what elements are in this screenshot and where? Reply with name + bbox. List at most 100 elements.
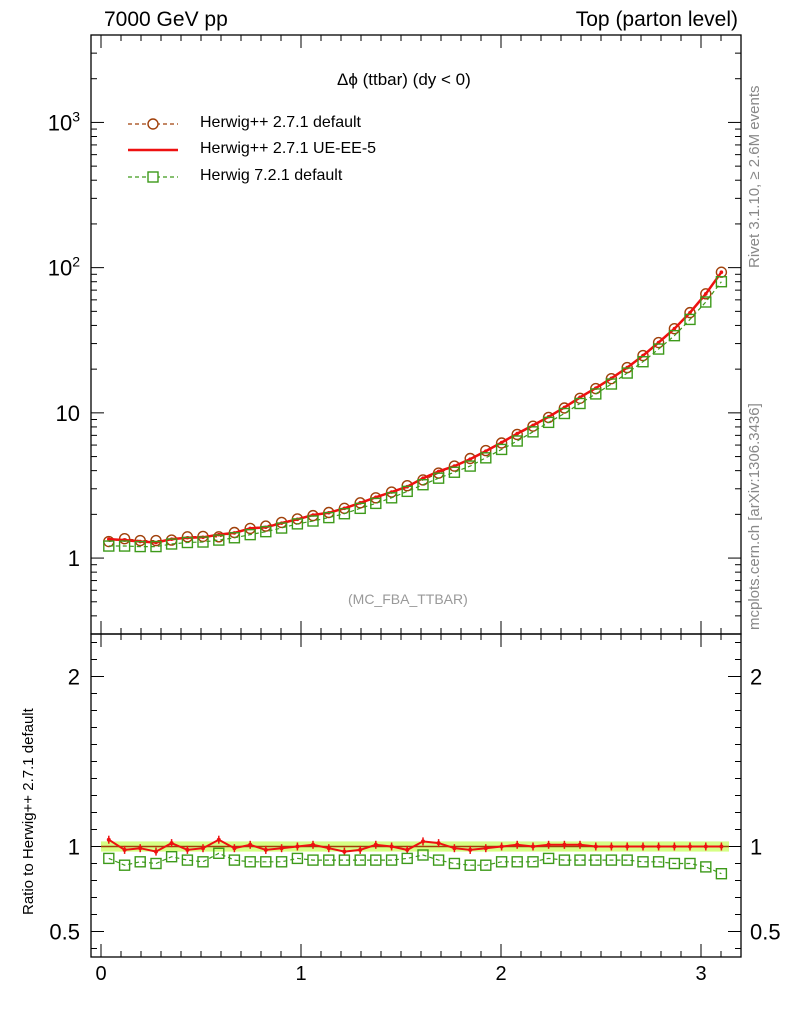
ratio-point <box>370 854 382 866</box>
ratio-point <box>228 854 241 866</box>
ratio-point <box>688 844 692 849</box>
ratio-line <box>108 838 722 853</box>
data-point <box>715 276 728 288</box>
ratio-point <box>625 844 630 849</box>
ratio-y-tick-label-right: 2 <box>750 665 762 690</box>
ratio-point <box>275 856 288 868</box>
data-point <box>637 349 649 362</box>
ratio-point <box>118 859 131 871</box>
ratio-point <box>326 846 331 851</box>
ratio-point <box>307 854 319 866</box>
data-point <box>499 440 504 445</box>
data-point <box>700 296 712 308</box>
data-point <box>652 336 665 349</box>
ratio-series-herwig7 <box>103 847 728 880</box>
ratio-point <box>405 847 410 852</box>
legend <box>128 118 178 183</box>
ratio-panel: 0 1 2 3 0.5 0.5 1 1 2 2 <box>49 633 781 985</box>
ratio-point <box>468 847 473 852</box>
data-point <box>291 518 304 530</box>
data-point <box>275 522 288 534</box>
ratio-point <box>122 847 127 852</box>
data-point <box>621 367 633 379</box>
data-point <box>432 472 445 484</box>
series-line <box>108 271 722 543</box>
data-point <box>370 497 382 510</box>
ratio-point <box>263 847 268 852</box>
ratio-line <box>108 852 722 875</box>
ratio-point <box>641 844 645 849</box>
legend-marker-herwig7 <box>147 171 159 183</box>
ratio-point <box>637 856 649 868</box>
data-point <box>107 537 111 541</box>
ratio-point <box>672 844 677 849</box>
data-point <box>668 329 681 342</box>
ratio-series-ue-ee5 <box>106 835 724 856</box>
ratio-point <box>700 861 712 873</box>
ratio-point <box>703 844 708 849</box>
data-point <box>150 540 162 553</box>
ratio-point <box>401 852 413 865</box>
ratio-point <box>480 859 492 871</box>
data-point <box>495 437 508 449</box>
ratio-point <box>138 846 143 851</box>
data-point <box>181 536 194 549</box>
ratio-point <box>311 842 315 847</box>
ratio-point <box>338 854 351 866</box>
ratio-point <box>421 839 425 844</box>
ratio-y-tick-label-right: 0.5 <box>750 920 781 945</box>
ratio-point <box>574 854 586 866</box>
ratio-point <box>542 852 555 865</box>
data-point <box>542 416 555 429</box>
data-point <box>244 528 256 541</box>
ratio-point <box>354 854 366 866</box>
data-point <box>464 460 476 472</box>
series-line <box>108 271 723 544</box>
ratio-point <box>499 844 504 849</box>
ratio-point <box>232 846 237 851</box>
ratio-point <box>432 854 445 866</box>
data-point <box>527 420 539 432</box>
ratio-point <box>150 857 162 870</box>
series-herwig7 <box>103 276 728 553</box>
data-point <box>307 515 319 527</box>
ratio-point <box>452 846 457 851</box>
ratio-point <box>213 847 225 859</box>
data-point <box>590 388 602 400</box>
x-tick-label: 1 <box>295 963 306 985</box>
main-frame <box>90 34 742 635</box>
ratio-point <box>590 854 602 866</box>
ratio-frame <box>90 633 742 958</box>
ratio-point <box>531 844 535 849</box>
ratio-y-tick-label-left: 1 <box>68 835 80 860</box>
header-right: Top (parton level) <box>575 8 738 31</box>
ratio-point <box>244 856 256 868</box>
ratio-point <box>103 852 115 865</box>
ratio-point <box>464 859 476 871</box>
data-point <box>260 525 272 538</box>
ratio-point <box>719 844 724 849</box>
data-point <box>385 492 398 504</box>
data-point <box>323 511 335 524</box>
ratio-point <box>436 841 441 846</box>
ratio-ylabel: Ratio to Herwig++ 2.7.1 default <box>20 708 37 915</box>
ratio-point <box>201 846 205 851</box>
data-point <box>605 378 618 390</box>
ratio-point <box>715 868 728 880</box>
ratio-point <box>546 842 551 847</box>
data-point <box>448 460 461 472</box>
data-point <box>436 469 441 474</box>
series-line <box>108 281 722 548</box>
legend-label-ue-ee5: Herwig++ 2.7.1 UE-EE-5 <box>200 140 377 157</box>
ratio-point <box>181 854 194 866</box>
data-point <box>417 479 429 491</box>
ratio-point <box>260 856 272 868</box>
ratio-point <box>483 846 488 851</box>
legend-label-herwigpp-default: Herwig++ 2.7.1 default <box>200 114 361 131</box>
data-point <box>700 288 712 300</box>
data-point <box>134 540 146 553</box>
data-point <box>165 538 178 550</box>
ratio-point <box>448 857 461 870</box>
ratio-point <box>621 854 633 866</box>
